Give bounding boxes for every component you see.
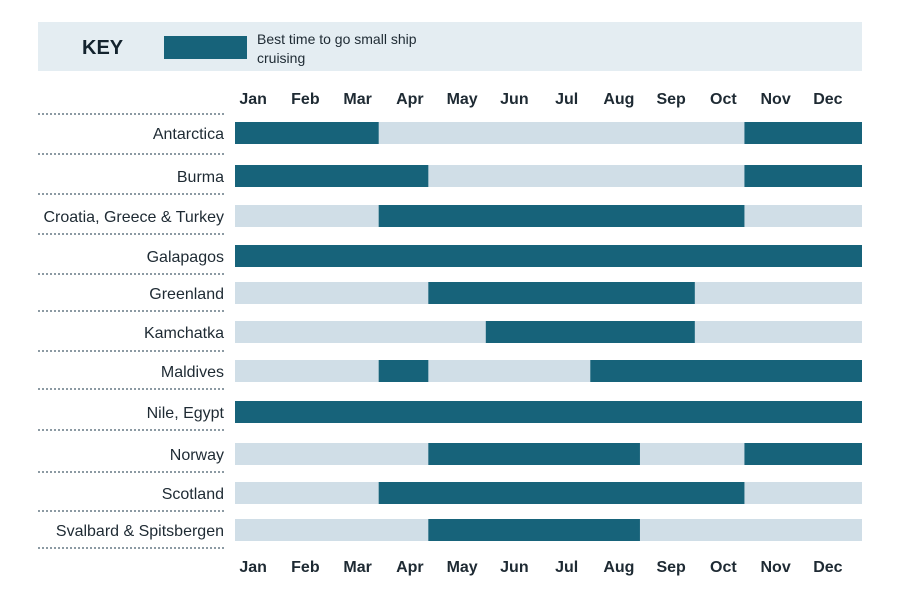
best-time-bar bbox=[428, 443, 640, 465]
month-label-jan: Jan bbox=[239, 91, 267, 108]
best-time-bar bbox=[378, 360, 429, 382]
destination-label: Nile, Egypt bbox=[147, 405, 225, 422]
key-swatch bbox=[164, 36, 247, 59]
destination-label: Antarctica bbox=[153, 126, 224, 143]
month-label-may: May bbox=[447, 559, 478, 576]
month-label-jan: Jan bbox=[239, 559, 267, 576]
season-background-bar bbox=[235, 122, 862, 144]
month-label-jun: Jun bbox=[500, 91, 528, 108]
best-time-bar bbox=[744, 122, 862, 144]
destination-label: Croatia, Greece & Turkey bbox=[43, 209, 224, 226]
month-label-jul: Jul bbox=[555, 91, 578, 108]
month-label-apr: Apr bbox=[396, 91, 424, 108]
key-title: KEY bbox=[82, 37, 124, 59]
month-label-feb: Feb bbox=[291, 91, 320, 108]
destination-label: Norway bbox=[170, 447, 224, 464]
destination-label: Scotland bbox=[162, 486, 224, 503]
month-label-sep: Sep bbox=[656, 91, 686, 108]
destination-label: Galapagos bbox=[147, 249, 224, 266]
best-time-bar bbox=[744, 443, 862, 465]
destination-label: Maldives bbox=[161, 364, 224, 381]
destination-label: Svalbard & Spitsbergen bbox=[56, 523, 224, 540]
best-time-bar bbox=[235, 122, 379, 144]
best-time-bar bbox=[378, 205, 745, 227]
best-time-bar bbox=[235, 165, 429, 187]
month-label-jul: Jul bbox=[555, 559, 578, 576]
month-label-apr: Apr bbox=[396, 559, 424, 576]
best-time-bar bbox=[378, 482, 745, 504]
month-label-nov: Nov bbox=[761, 91, 791, 108]
destination-label: Burma bbox=[177, 169, 224, 186]
best-time-bar bbox=[428, 519, 640, 541]
key-legend-text: Best time to go small ship cruising bbox=[257, 31, 417, 66]
month-label-aug: Aug bbox=[603, 559, 634, 576]
best-time-bar bbox=[235, 245, 862, 267]
month-label-nov: Nov bbox=[761, 559, 791, 576]
month-label-feb: Feb bbox=[291, 559, 320, 576]
destination-label: Greenland bbox=[149, 286, 224, 303]
month-label-mar: Mar bbox=[343, 91, 371, 108]
month-label-jun: Jun bbox=[500, 559, 528, 576]
month-label-sep: Sep bbox=[656, 559, 686, 576]
month-label-mar: Mar bbox=[343, 559, 371, 576]
month-label-dec: Dec bbox=[813, 559, 842, 576]
best-time-bar bbox=[485, 321, 695, 343]
month-label-dec: Dec bbox=[813, 91, 842, 108]
best-time-bar bbox=[428, 282, 695, 304]
month-label-may: May bbox=[447, 91, 478, 108]
best-time-bar bbox=[590, 360, 862, 382]
month-label-oct: Oct bbox=[710, 559, 737, 576]
best-time-bar bbox=[744, 165, 862, 187]
best-time-bar bbox=[235, 401, 862, 423]
month-label-oct: Oct bbox=[710, 91, 737, 108]
month-label-aug: Aug bbox=[603, 91, 634, 108]
destination-label: Kamchatka bbox=[144, 325, 224, 342]
